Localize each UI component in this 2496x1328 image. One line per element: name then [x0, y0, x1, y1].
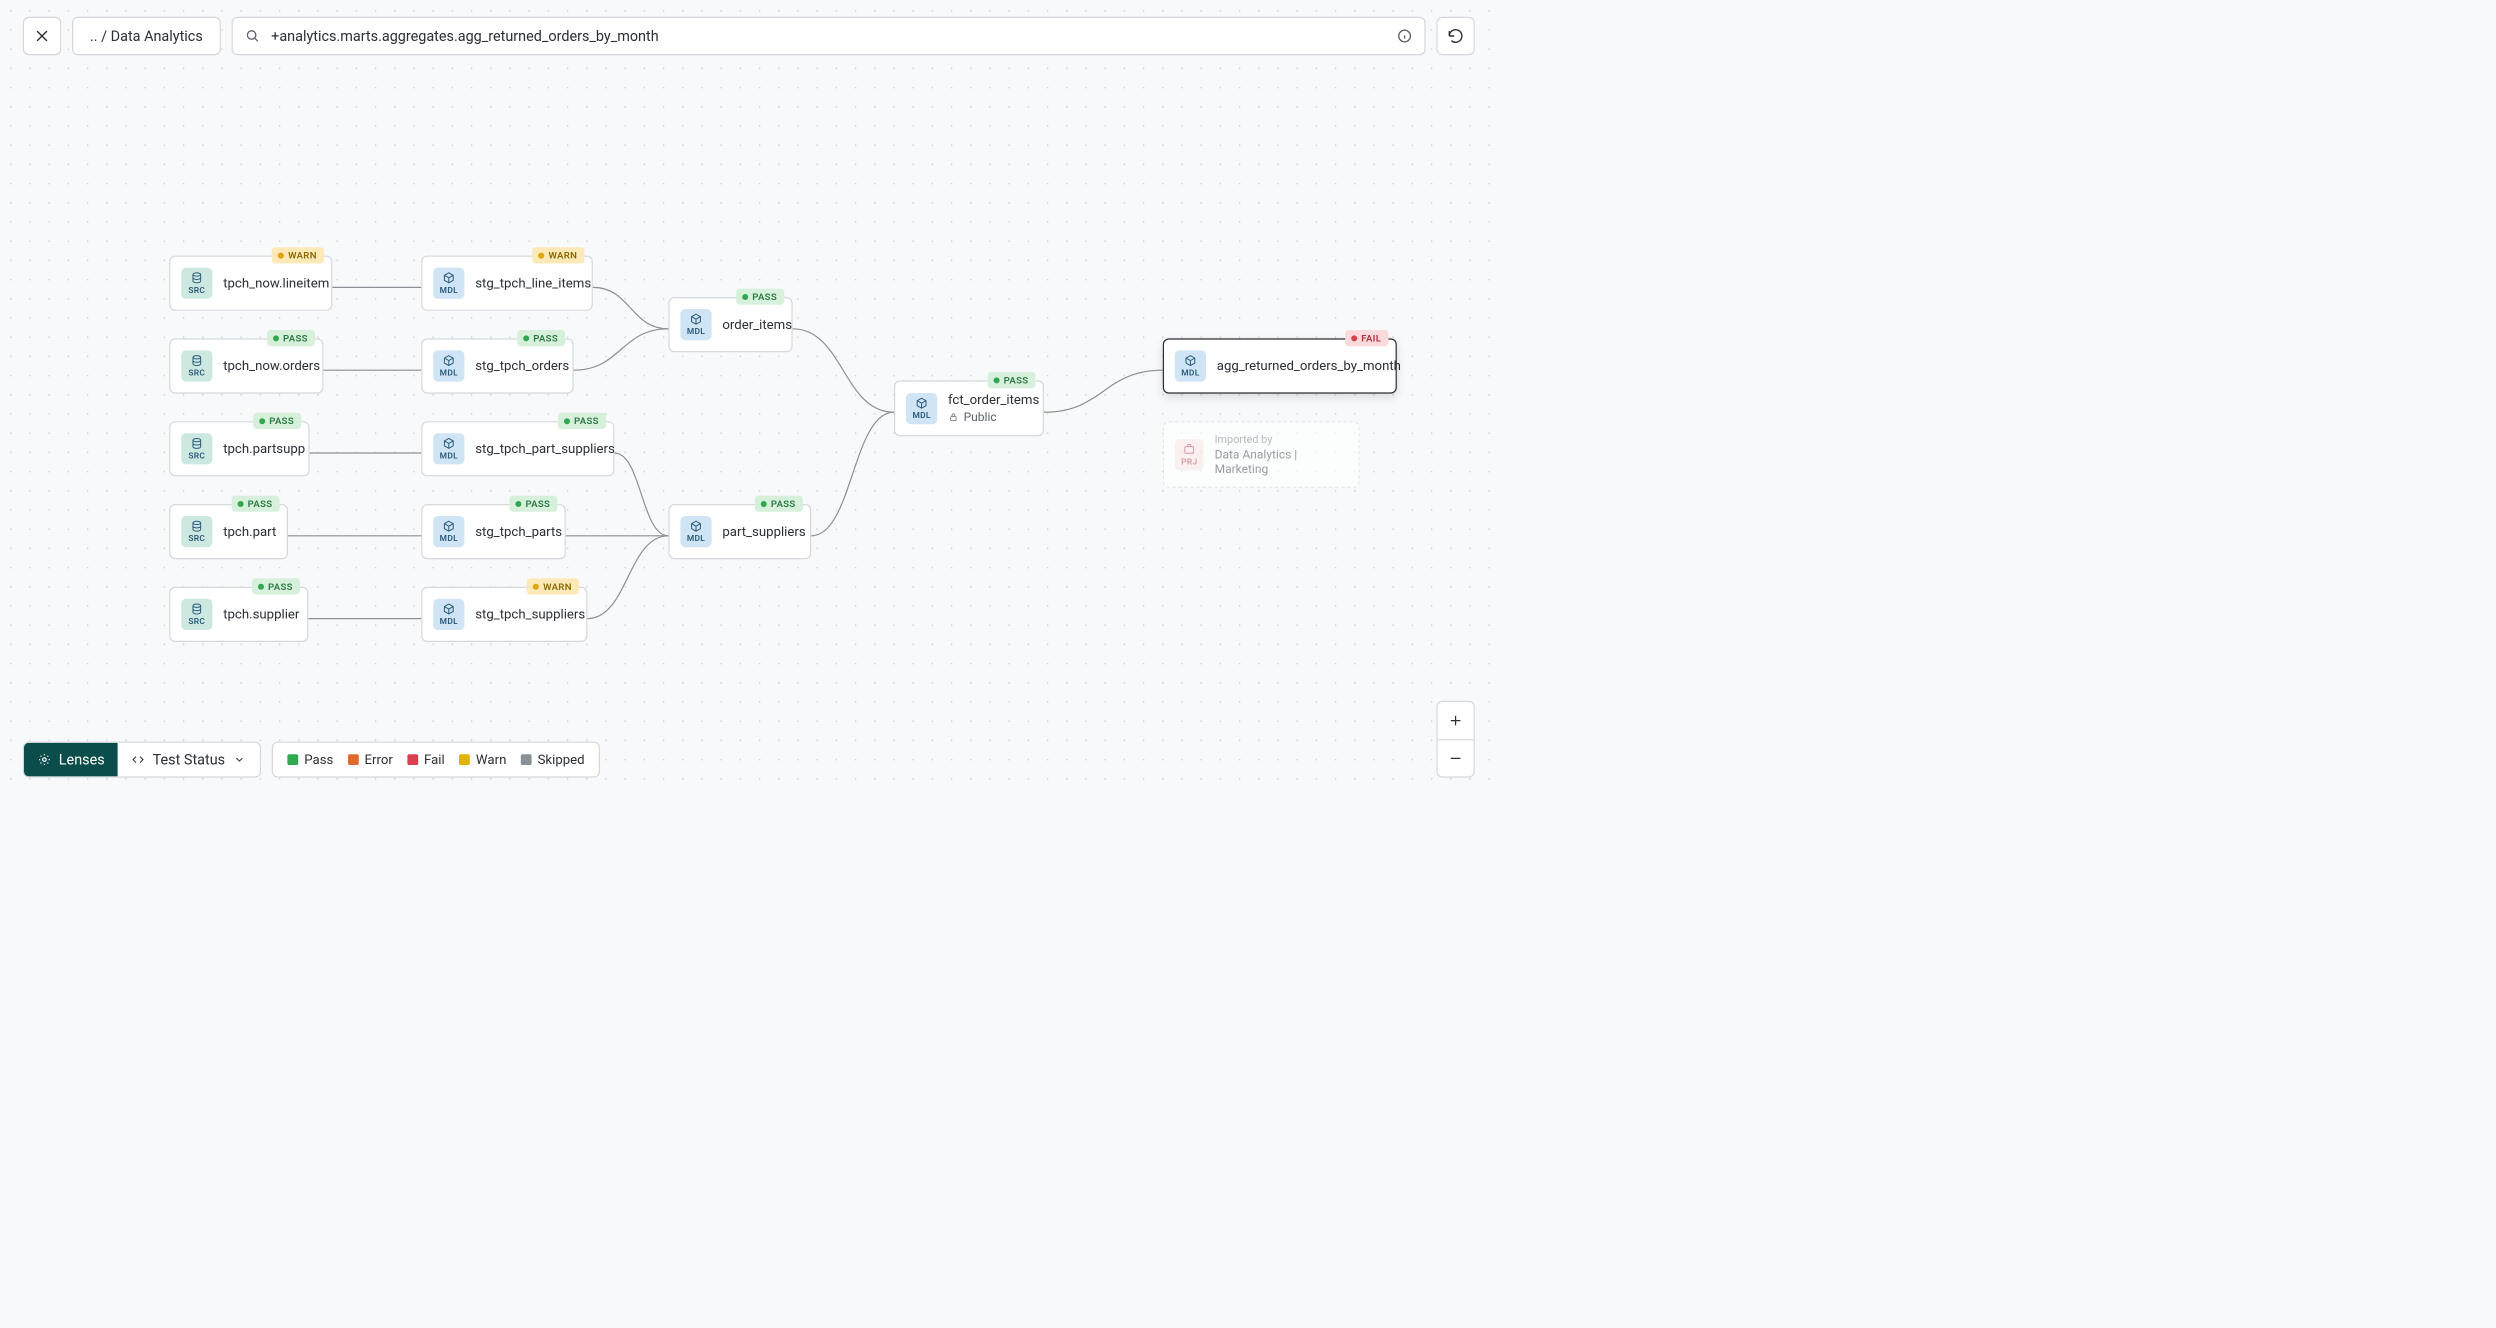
search-input[interactable]: +analytics.marts.aggregates.agg_returned… — [271, 28, 1386, 45]
zoom-control — [1436, 701, 1474, 778]
legend-item: Error — [348, 752, 393, 767]
node-label: tpch_now.orders — [223, 359, 320, 374]
node-label: stg_tpch_parts — [475, 524, 562, 539]
lens-selector: Lenses Test Status — [23, 742, 261, 778]
minus-icon — [1448, 751, 1462, 765]
src-icon: SRC — [181, 599, 212, 630]
status-badge: PASS — [252, 578, 300, 594]
node-n7[interactable]: PASSMDLstg_tpch_orders — [421, 338, 573, 393]
status-legend: Pass Error Fail Warn Skipped — [272, 742, 600, 778]
breadcrumb-text: .. / Data Analytics — [90, 28, 203, 45]
search-bar[interactable]: +analytics.marts.aggregates.agg_returned… — [232, 17, 1426, 55]
mdl-icon: MDL — [433, 350, 464, 381]
node-n9[interactable]: PASSMDLstg_tpch_parts — [421, 504, 566, 559]
node-n14[interactable]: FAILMDLagg_returned_orders_by_month — [1163, 338, 1397, 393]
node-label: tpch.part — [223, 524, 276, 539]
lenses-label: Lenses — [59, 751, 105, 768]
status-badge: PASS — [558, 413, 606, 429]
status-badge: PASS — [253, 413, 301, 429]
node-n3[interactable]: PASSSRCtpch.partsupp — [169, 421, 309, 476]
status-badge: WARN — [532, 247, 584, 263]
src-icon: SRC — [181, 516, 212, 547]
breadcrumb[interactable]: .. / Data Analytics — [72, 17, 221, 55]
close-button[interactable] — [23, 17, 61, 55]
mdl-icon: MDL — [680, 516, 711, 547]
status-badge: PASS — [755, 496, 803, 512]
mdl-icon: MDL — [433, 433, 464, 464]
status-badge: PASS — [231, 496, 279, 512]
code-icon — [132, 754, 144, 766]
zoom-out-button[interactable] — [1438, 739, 1474, 776]
status-badge: PASS — [509, 496, 557, 512]
chevron-down-icon — [233, 754, 245, 766]
mdl-icon: MDL — [433, 599, 464, 630]
imported-title: Imported by — [1215, 433, 1344, 446]
lenses-button[interactable]: Lenses — [24, 743, 118, 777]
project-icon: PRJ — [1175, 439, 1204, 470]
mdl-icon: MDL — [433, 516, 464, 547]
node-n1[interactable]: WARNSRCtpch_now.lineitem — [169, 256, 332, 311]
test-status-dropdown[interactable]: Test Status — [118, 743, 260, 777]
node-label: stg_tpch_orders — [475, 359, 569, 374]
info-icon[interactable] — [1397, 28, 1413, 44]
node-sublabel: Public — [948, 410, 1039, 424]
node-n6[interactable]: WARNMDLstg_tpch_line_items — [421, 256, 593, 311]
lineage-canvas[interactable] — [0, 0, 1498, 797]
refresh-button[interactable] — [1436, 17, 1474, 55]
status-badge: WARN — [527, 578, 579, 594]
mdl-icon: MDL — [1175, 350, 1206, 381]
mdl-icon: MDL — [433, 268, 464, 299]
status-badge: FAIL — [1345, 330, 1388, 346]
src-icon: SRC — [181, 350, 212, 381]
node-n2[interactable]: PASSSRCtpch_now.orders — [169, 338, 323, 393]
node-label: tpch.partsupp — [223, 441, 305, 456]
status-badge: PASS — [517, 330, 565, 346]
close-icon — [34, 28, 51, 45]
status-badge: PASS — [736, 289, 784, 305]
node-label: order_items — [722, 317, 792, 332]
node-n8[interactable]: PASSMDLstg_tpch_part_suppliers — [421, 421, 614, 476]
legend-item: Pass — [287, 752, 333, 767]
imported-sub: Data Analytics | Marketing — [1215, 447, 1344, 476]
node-n4[interactable]: PASSSRCtpch.part — [169, 504, 288, 559]
test-status-label: Test Status — [153, 751, 225, 768]
legend-item: Fail — [407, 752, 444, 767]
search-icon — [245, 28, 261, 44]
mdl-icon: MDL — [906, 393, 937, 424]
src-icon: SRC — [181, 433, 212, 464]
node-label: agg_returned_orders_by_month — [1217, 359, 1401, 374]
node-label: tpch.supplier — [223, 607, 299, 622]
node-n12[interactable]: PASSMDLpart_suppliers — [668, 504, 811, 559]
lens-icon — [37, 752, 51, 766]
status-badge: PASS — [267, 330, 315, 346]
plus-icon — [1448, 713, 1462, 727]
legend-item: Skipped — [521, 752, 585, 767]
node-label: tpch_now.lineitem — [223, 276, 329, 291]
refresh-icon — [1447, 28, 1464, 45]
zoom-in-button[interactable] — [1438, 702, 1474, 739]
node-n11[interactable]: PASSMDLorder_items — [668, 297, 792, 352]
node-n10[interactable]: WARNMDLstg_tpch_suppliers — [421, 587, 587, 642]
node-label: stg_tpch_part_suppliers — [475, 441, 615, 456]
node-label: part_suppliers — [722, 524, 805, 539]
status-badge: PASS — [987, 372, 1035, 388]
node-label: stg_tpch_suppliers — [475, 607, 585, 622]
topbar: .. / Data Analytics +analytics.marts.agg… — [23, 17, 1475, 55]
node-label: fct_order_items — [948, 392, 1039, 407]
node-label: stg_tpch_line_items — [475, 276, 591, 291]
node-n5[interactable]: PASSSRCtpch.supplier — [169, 587, 308, 642]
imported-by-card[interactable]: PRJ Imported byData Analytics | Marketing — [1163, 421, 1360, 488]
legend-item: Warn — [459, 752, 506, 767]
bottom-controls: Lenses Test Status Pass Error Fail Warn Skip… — [23, 742, 600, 778]
status-badge: WARN — [272, 247, 324, 263]
mdl-icon: MDL — [680, 309, 711, 340]
node-n13[interactable]: PASSMDLfct_order_itemsPublic — [894, 380, 1044, 436]
src-icon: SRC — [181, 268, 212, 299]
